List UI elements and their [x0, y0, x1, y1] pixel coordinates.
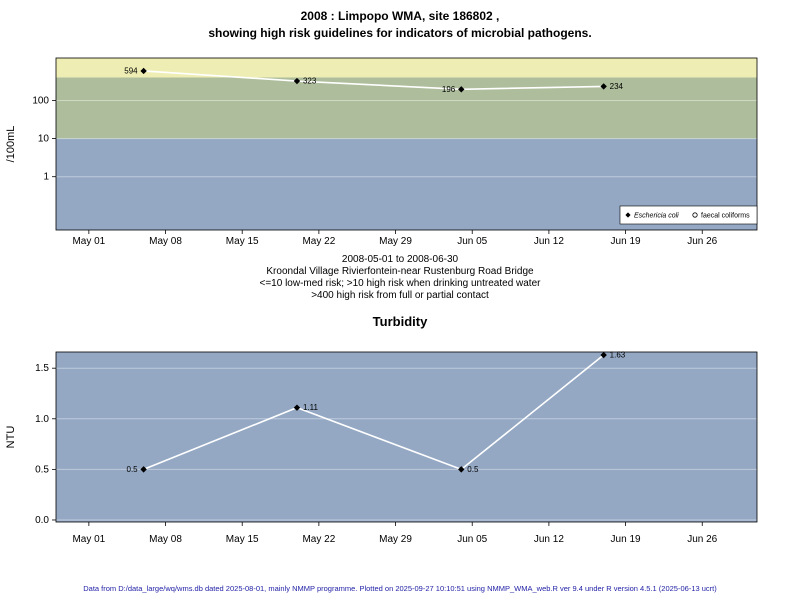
plot-background — [56, 352, 757, 522]
x-tick-label: May 15 — [226, 236, 259, 247]
x-tick-label: May 22 — [302, 534, 335, 545]
x-tick-label: May 29 — [379, 236, 412, 247]
footer-note: Data from D:/data_large/wq/wms.db dated … — [83, 584, 717, 593]
caption-date-range: 2008-05-01 to 2008-06-30 — [341, 254, 459, 265]
y-axis-title: NTU — [5, 426, 17, 449]
legend-label: Eschericia coli — [634, 213, 679, 220]
y-axis-title: /100mL — [5, 126, 17, 163]
x-tick-label: Jun 26 — [687, 534, 717, 545]
y-tick-label: 0.5 — [35, 464, 49, 475]
risk-band — [56, 58, 757, 78]
risk-band — [56, 77, 757, 139]
turbidity-chart-canvas: May 01 May 08 May 15 May 22 May 29 Jun 05 Jun … — [5, 351, 758, 545]
x-tick-label: May 15 — [226, 534, 259, 545]
x-tick-label: May 08 — [149, 236, 182, 247]
turbidity-title: Turbidity — [372, 314, 428, 329]
y-tick-label: 0.0 — [35, 515, 49, 526]
y-tick-label: 1 — [43, 172, 49, 183]
x-tick-label: Jun 12 — [534, 534, 564, 545]
x-tick-label: Jun 19 — [611, 236, 641, 247]
x-tick-label: May 22 — [302, 236, 335, 247]
x-tick-label: May 29 — [379, 534, 412, 545]
page-title-line2: showing high risk guidelines for indicat… — [208, 26, 592, 40]
point-value-label: 196 — [442, 85, 456, 94]
x-tick-label: Jun 19 — [611, 534, 641, 545]
x-tick-label: May 08 — [149, 534, 182, 545]
y-tick-label: 100 — [32, 95, 49, 106]
point-value-label: 0.5 — [127, 465, 139, 474]
legend-box — [619, 205, 758, 225]
y-tick-label: 10 — [38, 134, 50, 145]
y-tick-label: 1.5 — [35, 363, 49, 374]
ecoli-plot: May 01 May 08 May 15 May 22 May 29 Jun 05 Jun … — [5, 57, 758, 247]
point-value-label: 1.63 — [610, 351, 626, 360]
point-value-label: 0.5 — [467, 465, 479, 474]
x-tick-label: Jun 12 — [534, 236, 564, 247]
series-line — [143, 70, 604, 91]
x-tick-label: Jun 26 — [687, 236, 717, 247]
x-tick-label: May 01 — [72, 236, 105, 247]
y-tick-label: 1.0 — [35, 414, 49, 425]
point-value-label: 234 — [610, 82, 624, 91]
chart-caption: 2008-05-01 to 2008-06-30 Kroondal Villag… — [0, 254, 800, 302]
caption-risk-guideline-1: <=10 low-med risk; >10 high risk when dr… — [259, 278, 541, 289]
point-value-label: 594 — [124, 66, 138, 75]
turbidity-plot: May 01 May 08 May 15 May 22 May 29 Jun 05 Jun … — [5, 351, 758, 545]
x-tick-label: Jun 05 — [457, 534, 487, 545]
page-title-line1: 2008 : Limpopo WMA, site 186802 , — [300, 9, 500, 23]
caption-site-description: Kroondal Village Rivierfontein-near Rust… — [266, 266, 534, 277]
x-tick-label: Jun 05 — [457, 236, 487, 247]
caption-risk-guideline-2: >400 high risk from full or partial cont… — [311, 290, 489, 301]
point-value-label: 1.11 — [303, 403, 319, 412]
page-title: 2008 : Limpopo WMA, site 186802 , showin… — [0, 8, 800, 42]
series-line — [143, 354, 605, 471]
ecoli-chart-canvas: May 01 May 08 May 15 May 22 May 29 Jun 05 Jun … — [5, 57, 758, 247]
plot-frame — [55, 57, 758, 231]
x-tick-label: May 01 — [72, 534, 105, 545]
point-value-label: 323 — [303, 77, 317, 86]
legend-label: faecal coliforms — [701, 213, 750, 220]
plot-frame — [55, 351, 758, 523]
